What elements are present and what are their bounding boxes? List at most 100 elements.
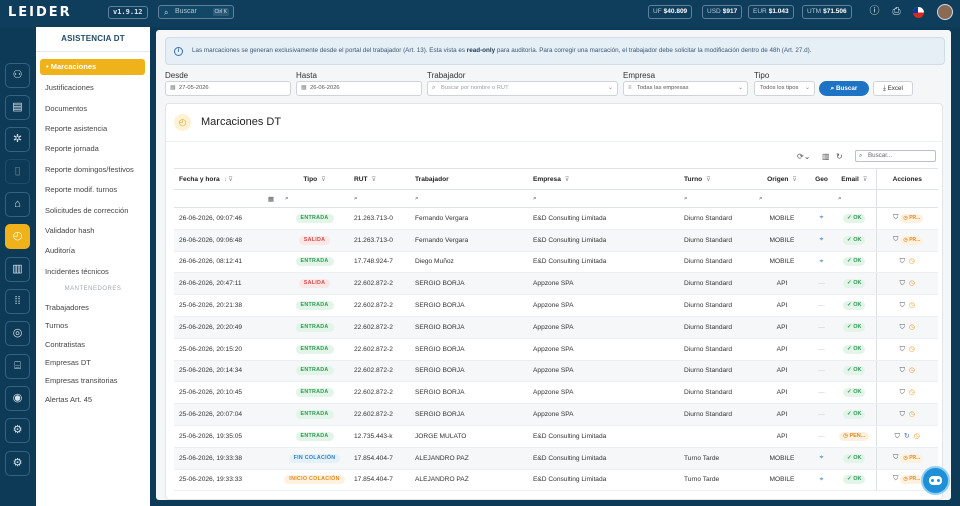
building-icon[interactable]: ⌂ [5,192,30,217]
sidebar-item-marcaciones[interactable]: • Marcaciones [40,59,145,75]
clock-icon[interactable]: ◷ [908,302,915,310]
chile-flag-icon[interactable] [913,7,924,18]
avatar[interactable] [937,4,953,20]
shield-icon[interactable]: ⛉ [894,432,900,440]
grid-icon[interactable]: ⁞⁞ [5,289,30,314]
filter-icon[interactable]: ⊽ [371,176,376,183]
clock-icon[interactable]: ◷ [908,367,915,375]
sidebar-item-empresas-transitorias[interactable]: Empresas transitorias [45,376,118,385]
gear-cog-icon[interactable]: ✲ [5,127,30,152]
table-search-input[interactable]: ⌕ Buscar... [855,150,936,162]
sidebar-item-reporte-jornada[interactable]: Reporte jornada [45,144,99,153]
clock-icon[interactable]: ◷ [908,411,915,419]
clock-icon[interactable]: ◷ [908,323,915,331]
email-filter[interactable]: ⌕ [833,189,876,208]
shield-icon[interactable]: ⛉ [899,258,905,266]
clock-icon[interactable]: ◴ [5,224,30,249]
fecha-filter[interactable]: ▦ [174,189,280,208]
trabajador-select[interactable]: ⌕ Buscar por nombre o RUT ⌄ [427,81,618,96]
table-row[interactable]: 26-06-2026, 09:07:46 ENTRADA 21.263.713-… [174,207,938,230]
shield-icon[interactable]: ⛉ [893,213,899,221]
app-logo[interactable]: LEIDER [8,5,72,20]
table-row[interactable]: 25-06-2026, 20:10:45 ENTRADA 22.602.872-… [174,381,938,405]
desde-date-field[interactable]: ▦ 27-05-2026 [165,81,291,96]
shield-icon[interactable]: ⛉ [899,302,905,310]
sidebar-item-reporte-domingos[interactable]: Reporte domingos/festivos [45,165,134,174]
col-empresa[interactable]: Empresa ⊽ [528,168,679,190]
global-search[interactable]: ⌕ Buscar Ctrl K [158,5,234,19]
shield-icon[interactable]: ⛉ [899,389,905,397]
empresa-filter[interactable]: ⌕ [528,189,679,208]
reload-icon[interactable]: ↻ [836,152,843,161]
shield-icon[interactable]: ⛉ [893,235,899,243]
tipo-filter[interactable]: ⌕ [280,189,349,208]
id-card-icon[interactable]: ▤ [5,95,30,120]
compass-icon[interactable]: ◎ [5,321,30,346]
clock-icon[interactable]: ◷ [913,432,920,440]
filter-icon[interactable]: ⊽ [564,176,570,183]
filter-icon[interactable]: ⊽ [862,176,868,183]
col-trabajador[interactable]: Trabajador [410,168,528,190]
col-tipo[interactable]: Tipo ⊽ [280,168,349,190]
col-geo[interactable]: Geo [810,168,833,190]
action-badge[interactable]: ◷ PR... [900,213,924,223]
clock-icon[interactable]: ◷ [908,389,915,397]
sidebar-item-auditoria[interactable]: Auditoría [45,246,76,255]
table-row[interactable]: 25-06-2026, 19:35:05 ENTRADA 12.735.443-… [174,425,938,448]
shield-icon[interactable]: ⛉ [899,345,905,353]
col-rut[interactable]: RUT ⊽ [349,168,410,190]
settings-icon[interactable]: ⚙ [5,418,30,443]
shield-icon[interactable]: ⛉ [893,475,899,483]
users-icon[interactable]: ⚇ [5,63,30,88]
table-row[interactable]: 26-06-2026, 08:12:41 ENTRADA 17.748.924-… [174,251,938,274]
map-pin-icon[interactable]: ⌖ [819,454,824,462]
sidebar-item-justificaciones[interactable]: Justificaciones [45,83,94,92]
chatbot-button[interactable] [921,466,950,495]
clock-icon[interactable]: ◷ [908,280,915,288]
sidebar-item-documentos[interactable]: Documentos [45,104,88,113]
tipo-select[interactable]: Todos los tipos ⌄ [754,81,815,96]
table-row[interactable]: 25-06-2026, 20:14:34 ENTRADA 22.602.872-… [174,360,938,383]
shield-icon[interactable]: ⛉ [899,411,905,419]
table-row[interactable]: 26-06-2026, 20:47:11 SALIDA 22.602.872-2… [174,272,938,296]
action-badge[interactable]: ◷ PR... [900,453,924,463]
action-badge[interactable]: ◷ PR... [900,235,924,245]
printer-icon[interactable]: ⎙ [892,6,901,17]
table-row[interactable]: 25-06-2026, 19:33:33 INICIO COLACIÓN 17.… [174,469,938,492]
excel-button[interactable]: ⤓ Excel [873,81,913,96]
rut-filter[interactable]: ⌕ [349,189,410,208]
table-row[interactable]: 25-06-2026, 20:15:20 ENTRADA 22.602.872-… [174,338,938,361]
calendar-icon[interactable]: ▦ [267,195,274,203]
col-turno[interactable]: Turno ⊽ [679,168,754,190]
sidebar-item-solicitudes[interactable]: Solicitudes de corrección [45,206,129,215]
clock-icon[interactable]: ◷ [908,258,915,266]
report-icon[interactable]: ▥ [5,257,30,282]
settings-alt-icon[interactable]: ⚙ [5,451,30,476]
org-chart-icon[interactable]: ⌸ [5,354,30,379]
sidebar-item-turnos[interactable]: Turnos [45,321,69,330]
sidebar-item-incidentes[interactable]: Incidentes técnicos [45,267,109,276]
sidebar-item-contratistas[interactable]: Contratistas [45,340,86,349]
table-row[interactable]: 26-06-2026, 09:06:48 SALIDA 21.263.713-0… [174,229,938,252]
col-origen[interactable]: Origen ⊽ [754,168,810,190]
shield-icon[interactable]: ⛉ [899,367,905,375]
trabajador-filter[interactable]: ⌕ [410,189,528,208]
map-pin-icon[interactable]: ⌖ [819,475,824,483]
columns-icon[interactable]: ▥ [822,152,830,161]
action-badge[interactable]: ◷ PR... [900,475,924,485]
shield-icon[interactable]: ⛉ [899,280,905,288]
table-row[interactable]: 25-06-2026, 20:07:04 ENTRADA 22.602.872-… [174,403,938,426]
buscar-button[interactable]: ⌕ Buscar [819,81,869,96]
origen-filter[interactable]: ⌕ [754,189,810,208]
map-pin-icon[interactable]: ⌖ [819,236,824,244]
map-pin-icon[interactable]: ⌖ [819,214,824,222]
filter-icon[interactable]: ⊽ [792,176,797,183]
empresa-select[interactable]: ≡ Todas las empresas ⌄ [623,81,748,96]
sidebar-item-reporte-modif[interactable]: Reporte modif. turnos [45,185,118,194]
table-row[interactable]: 25-06-2026, 20:21:38 ENTRADA 22.602.872-… [174,294,938,317]
resend-icon[interactable]: ↻ [903,432,910,440]
filter-icon[interactable]: ⊽ [321,176,326,183]
filter-icon[interactable]: ⊽ [706,176,711,183]
turno-filter[interactable]: ⌕ [679,189,754,208]
table-row[interactable]: 25-06-2026, 19:33:38 FIN COLACIÓN 17.854… [174,447,938,470]
